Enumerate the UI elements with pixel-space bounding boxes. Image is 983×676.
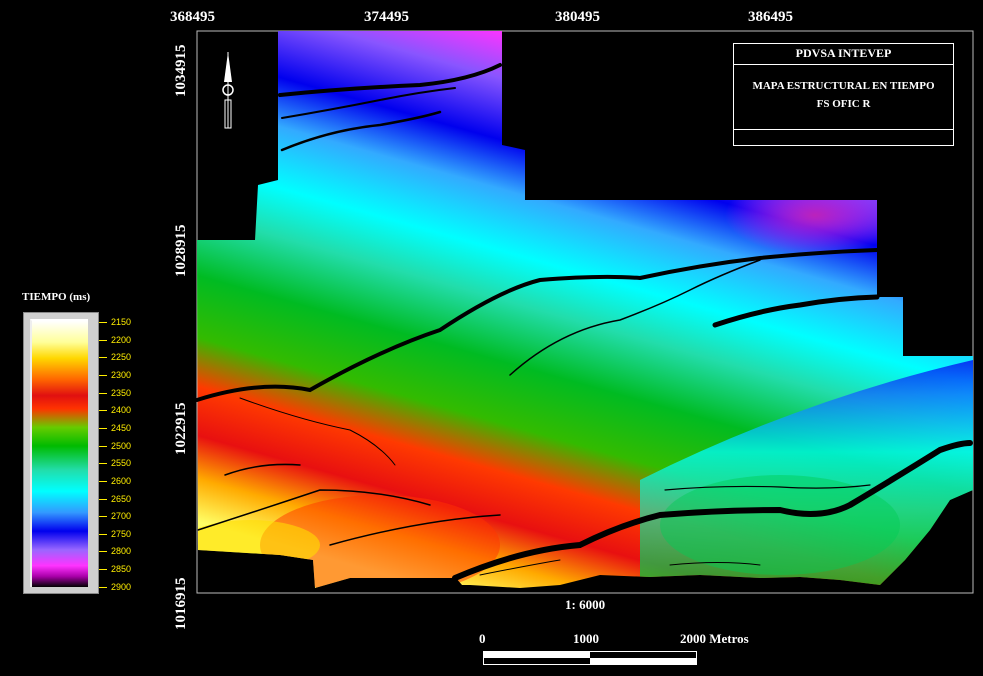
legend-value-label: 2650 (111, 493, 132, 504)
legend-tick (99, 392, 107, 394)
legend-tick (99, 586, 107, 588)
legend-tick (99, 322, 107, 323)
scale-label: 1000 (573, 631, 599, 646)
scale-bar (483, 651, 697, 665)
legend-color-ramp (30, 319, 88, 587)
legend-value-label: 2250 (111, 352, 132, 363)
scale-ratio: 1: 6000 (565, 597, 606, 612)
legend-value-label: 2350 (111, 387, 132, 398)
legend-value-label: 2300 (111, 369, 132, 380)
legend-value-label: 2550 (111, 458, 132, 469)
x-tick-label: 374495 (364, 9, 409, 25)
legend-tick (99, 374, 107, 376)
color-legend (23, 312, 99, 594)
organization-name: PDVSA INTEVEP (795, 46, 892, 60)
legend-title: TIEMPO (ms) (22, 291, 91, 303)
x-tick-label: 380495 (555, 9, 600, 25)
legend-value-label: 2400 (111, 405, 132, 416)
legend-tick (99, 498, 107, 500)
legend-tick (99, 339, 107, 341)
scale-label: 2000 Metros (680, 631, 749, 646)
legend-value-label: 2500 (111, 440, 132, 451)
scale-label: 0 (479, 631, 486, 646)
legend-value-label: 2700 (111, 511, 132, 522)
legend-value-label: 2850 (111, 564, 132, 575)
legend-tick (99, 569, 107, 571)
north-arrow-icon (222, 52, 234, 129)
legend-value-label: 2150 (111, 317, 132, 327)
legend-value-label: 2450 (111, 422, 132, 433)
legend-value-label: 2900 (111, 581, 132, 592)
legend-value-label: 2800 (111, 546, 132, 557)
divider (734, 129, 953, 130)
legend-value-label: 2600 (111, 475, 132, 486)
map-title-box: PDVSA INTEVEP MAPA ESTRUCTURAL EN TIEMPO… (733, 43, 954, 146)
legend-value-label: 2750 (111, 528, 132, 539)
divider (734, 64, 953, 65)
legend-value-label: 2200 (111, 334, 132, 345)
legend-tick (99, 463, 107, 465)
map-title: MAPA ESTRUCTURAL EN TIEMPO (752, 80, 935, 92)
legend-tick (99, 427, 107, 429)
x-tick-label: 368495 (170, 9, 215, 25)
legend-tick (99, 516, 107, 518)
legend-tick (99, 445, 107, 447)
legend-tick (99, 480, 107, 482)
map-subtitle: FS OFIC R (816, 98, 871, 110)
fault-lines (195, 63, 973, 581)
legend-tick (99, 533, 107, 535)
x-tick-label: 386495 (748, 9, 793, 25)
legend-tick (99, 357, 107, 359)
legend-tick (99, 551, 107, 553)
legend-tick (99, 410, 107, 412)
map-frame (196, 30, 974, 594)
